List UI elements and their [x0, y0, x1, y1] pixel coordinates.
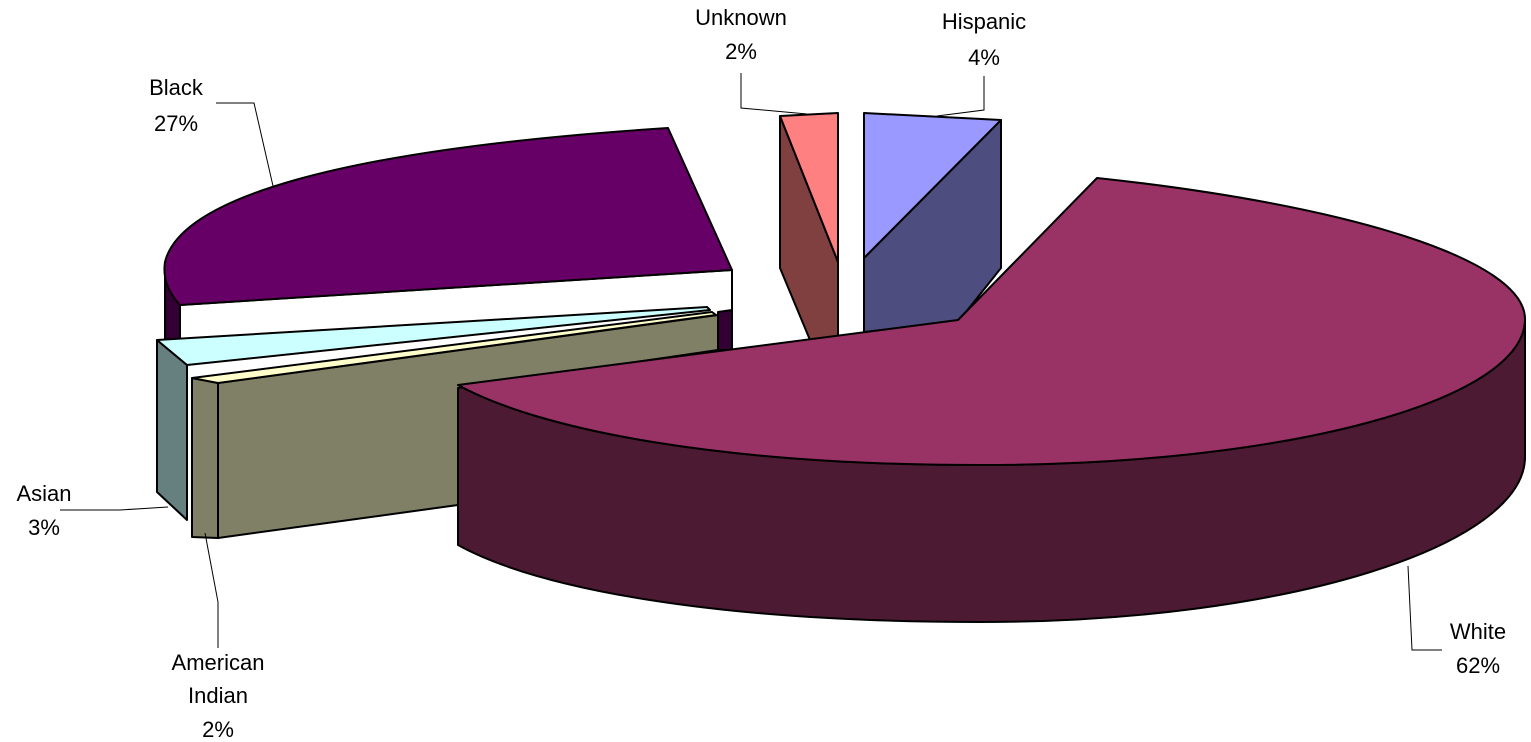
slice-asian-top: [156, 306, 711, 366]
leader-black: [216, 102, 274, 187]
data-labels: Black 27% Unknown 2% Hispanic 4% Asian 3…: [16, 5, 1506, 742]
leader-hispanic: [936, 76, 985, 117]
slice-sides: [156, 115, 1526, 623]
label-hispanic-name: Hispanic: [942, 9, 1026, 34]
label-hispanic-percent: 4%: [968, 45, 1000, 70]
leader-unknown: [740, 73, 808, 115]
slice-black-top: [163, 127, 733, 306]
slice-american-indian-side: [191, 377, 219, 539]
label-american-indian-name-line1: American: [172, 650, 265, 675]
label-white-percent: 62%: [1456, 653, 1500, 678]
slice-hispanic-top: [863, 112, 1002, 259]
label-american-indian-percent: 2%: [202, 717, 234, 742]
leader-asian: [60, 506, 169, 511]
label-black-percent: 27%: [154, 111, 198, 136]
slice-american-indian-front: [217, 314, 719, 539]
slice-tops: [156, 112, 1526, 466]
label-asian-name: Asian: [16, 481, 71, 506]
label-white-name: White: [1450, 619, 1506, 644]
slice-white-top: [457, 177, 1526, 466]
leader-lines: [60, 73, 1442, 651]
leader-white: [1407, 565, 1442, 651]
label-black-name: Black: [149, 75, 204, 100]
label-asian-percent: 3%: [28, 515, 60, 540]
leader-american-indian: [204, 532, 219, 648]
label-unknown-percent: 2%: [725, 39, 757, 64]
label-american-indian-name-line2: Indian: [188, 683, 248, 708]
slice-asian-side: [156, 339, 188, 521]
label-unknown-name: Unknown: [695, 5, 787, 30]
slice-unknown-top: [779, 112, 839, 263]
slice-american-indian-top: [191, 311, 717, 384]
